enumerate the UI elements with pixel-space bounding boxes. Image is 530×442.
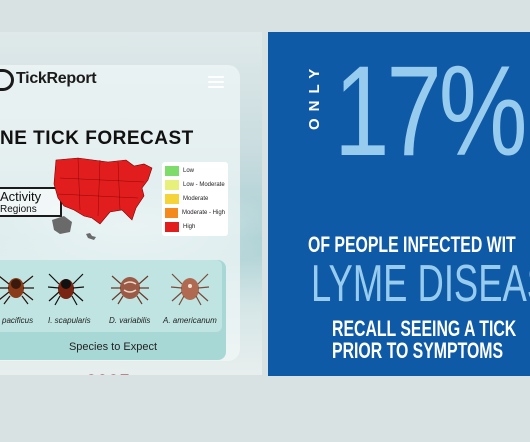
legend-swatch-low [165, 165, 179, 176]
tick-pacificus-icon [0, 275, 34, 305]
percent-stat: 17% [334, 40, 528, 183]
tick-forecast-image: TickReport NE TICK FORECAST Activity Reg… [0, 32, 262, 375]
legend-label-low-moderate: Low - Moderate [183, 181, 225, 188]
species-panel: pacificus I. scapularis D. variabilis A.… [0, 260, 226, 360]
hamburger-menu-icon[interactable] [208, 76, 224, 88]
tick-americanum-icon [170, 273, 210, 306]
us-activity-map [52, 157, 153, 240]
forecast-year: 2025 [86, 372, 130, 375]
legend-item-high: High [165, 220, 225, 233]
species-name-variabilis: D. variabilis [109, 316, 151, 325]
legend-item-moderate-high: Moderate - High [165, 206, 225, 219]
legend-label-high: High [183, 223, 196, 230]
lyme-stat-panel: ONLY 17% OF PEOPLE INFECTED WIT LYME DIS… [268, 32, 530, 376]
legend-swatch-high [165, 221, 179, 232]
stat-line-3: RECALL SEEING A TICK [332, 316, 517, 341]
species-caption: Species to Expect [68, 341, 158, 353]
legend-label-moderate-high: Moderate - High [181, 209, 225, 216]
forecast-title: NE TICK FORECAST [0, 128, 194, 149]
stat-line-2: LYME DISEAS [311, 255, 530, 313]
stat-line-4: PRIOR TO SYMPTOMS [332, 338, 504, 363]
legend-item-moderate: Moderate [165, 192, 225, 205]
species-row: pacificus I. scapularis D. variabilis A.… [0, 260, 222, 332]
legend-swatch-moderate-high [165, 207, 178, 218]
legend-item-low: Low [165, 164, 225, 177]
tick-variabilis-icon [111, 275, 149, 305]
stat-line-1: OF PEOPLE INFECTED WIT [308, 232, 516, 257]
regions-label: Regions [0, 204, 37, 215]
tick-scapularis-icon [47, 273, 85, 306]
risk-legend: Low Low - Moderate Moderate Moderate - H… [162, 162, 228, 236]
species-name-americanum: A. americanum [163, 316, 217, 325]
alaska-map [52, 216, 72, 234]
contiguous-us-map [53, 157, 153, 225]
only-label: ONLY [306, 61, 323, 130]
legend-swatch-low-moderate [165, 179, 179, 190]
species-name-scapularis: I. scapularis [48, 316, 91, 325]
legend-item-low-moderate: Low - Moderate [165, 178, 225, 191]
legend-swatch-moderate [165, 193, 179, 204]
brand-name: TickReport [16, 70, 97, 87]
legend-label-moderate: Moderate [183, 195, 209, 202]
legend-label-low: Low [183, 167, 195, 174]
activity-regions-box: Activity Regions [0, 187, 62, 217]
species-name-pacificus: pacificus [2, 316, 34, 325]
hawaii-map [86, 233, 96, 240]
tickreport-logo-icon [0, 69, 14, 91]
activity-label: Activity [0, 189, 42, 204]
